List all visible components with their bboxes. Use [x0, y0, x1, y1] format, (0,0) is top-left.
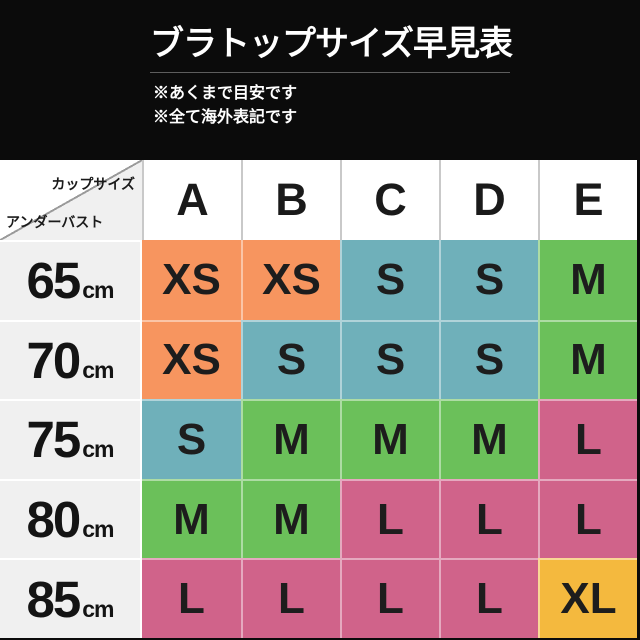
note-line-2: ※全て海外表記です	[153, 109, 298, 126]
size-cell: M	[241, 399, 340, 479]
size-cell: L	[439, 478, 538, 559]
size-cell: XS	[142, 240, 241, 320]
cup-size-header: D	[439, 160, 538, 240]
underbust-unit: cm	[82, 595, 114, 622]
table-corner-cell: カップサイズ アンダーバスト	[0, 160, 142, 240]
size-cell: L	[340, 478, 439, 559]
underbust-axis-label: アンダーバスト	[6, 214, 104, 230]
size-cell: L	[142, 558, 241, 638]
cup-size-header: E	[538, 160, 637, 240]
size-cell: M	[538, 319, 637, 400]
size-cell: S	[340, 240, 439, 320]
note-line-1: ※あくまで目安です	[153, 85, 298, 102]
underbust-value: 65	[26, 252, 82, 310]
underbust-row-label: 70 cm	[0, 319, 142, 400]
size-cell: L	[340, 558, 439, 638]
underbust-row-label: 80 cm	[0, 478, 142, 559]
size-cell: L	[439, 558, 538, 638]
size-cell: S	[142, 399, 241, 479]
size-table: カップサイズ アンダーバスト A B C D E 65 cm XS XS S S M 70 cm XS S S S…	[0, 160, 637, 638]
size-cell: M	[439, 399, 538, 479]
size-cell: S	[340, 319, 439, 400]
underbust-unit: cm	[82, 277, 114, 304]
title-divider	[150, 72, 510, 73]
underbust-value: 80	[26, 491, 82, 549]
underbust-unit: cm	[82, 516, 114, 543]
underbust-row-label: 85 cm	[0, 558, 142, 638]
size-cell: M	[241, 478, 340, 559]
header-block: ブラトップサイズ早見表 ※あくまで目安です ※全て海外表記です	[150, 20, 513, 130]
notes: ※あくまで目安です ※全て海外表記です	[150, 82, 510, 130]
cup-size-axis-label: カップサイズ	[51, 176, 135, 192]
underbust-unit: cm	[82, 436, 114, 463]
size-cell: S	[241, 319, 340, 400]
size-cell: L	[538, 399, 637, 479]
cup-size-header: C	[340, 160, 439, 240]
header: ブラトップサイズ早見表 ※あくまで目安です ※全て海外表記です	[0, 0, 640, 160]
page-title: ブラトップサイズ早見表	[150, 25, 513, 63]
cup-size-header: A	[142, 160, 241, 240]
size-cell: S	[439, 240, 538, 320]
size-cell: XS	[241, 240, 340, 320]
size-cell: L	[241, 558, 340, 638]
cup-size-header: B	[241, 160, 340, 240]
underbust-value: 85	[26, 570, 82, 628]
underbust-value: 75	[26, 411, 82, 469]
underbust-row-label: 75 cm	[0, 399, 142, 479]
underbust-unit: cm	[82, 356, 114, 383]
size-cell: XL	[538, 558, 637, 638]
size-cell: L	[538, 478, 637, 559]
size-cell: M	[340, 399, 439, 479]
size-cell: S	[439, 319, 538, 400]
underbust-value: 70	[26, 331, 82, 389]
size-cell: M	[538, 240, 637, 320]
size-cell: XS	[142, 319, 241, 400]
underbust-row-label: 65 cm	[0, 240, 142, 320]
size-cell: M	[142, 478, 241, 559]
